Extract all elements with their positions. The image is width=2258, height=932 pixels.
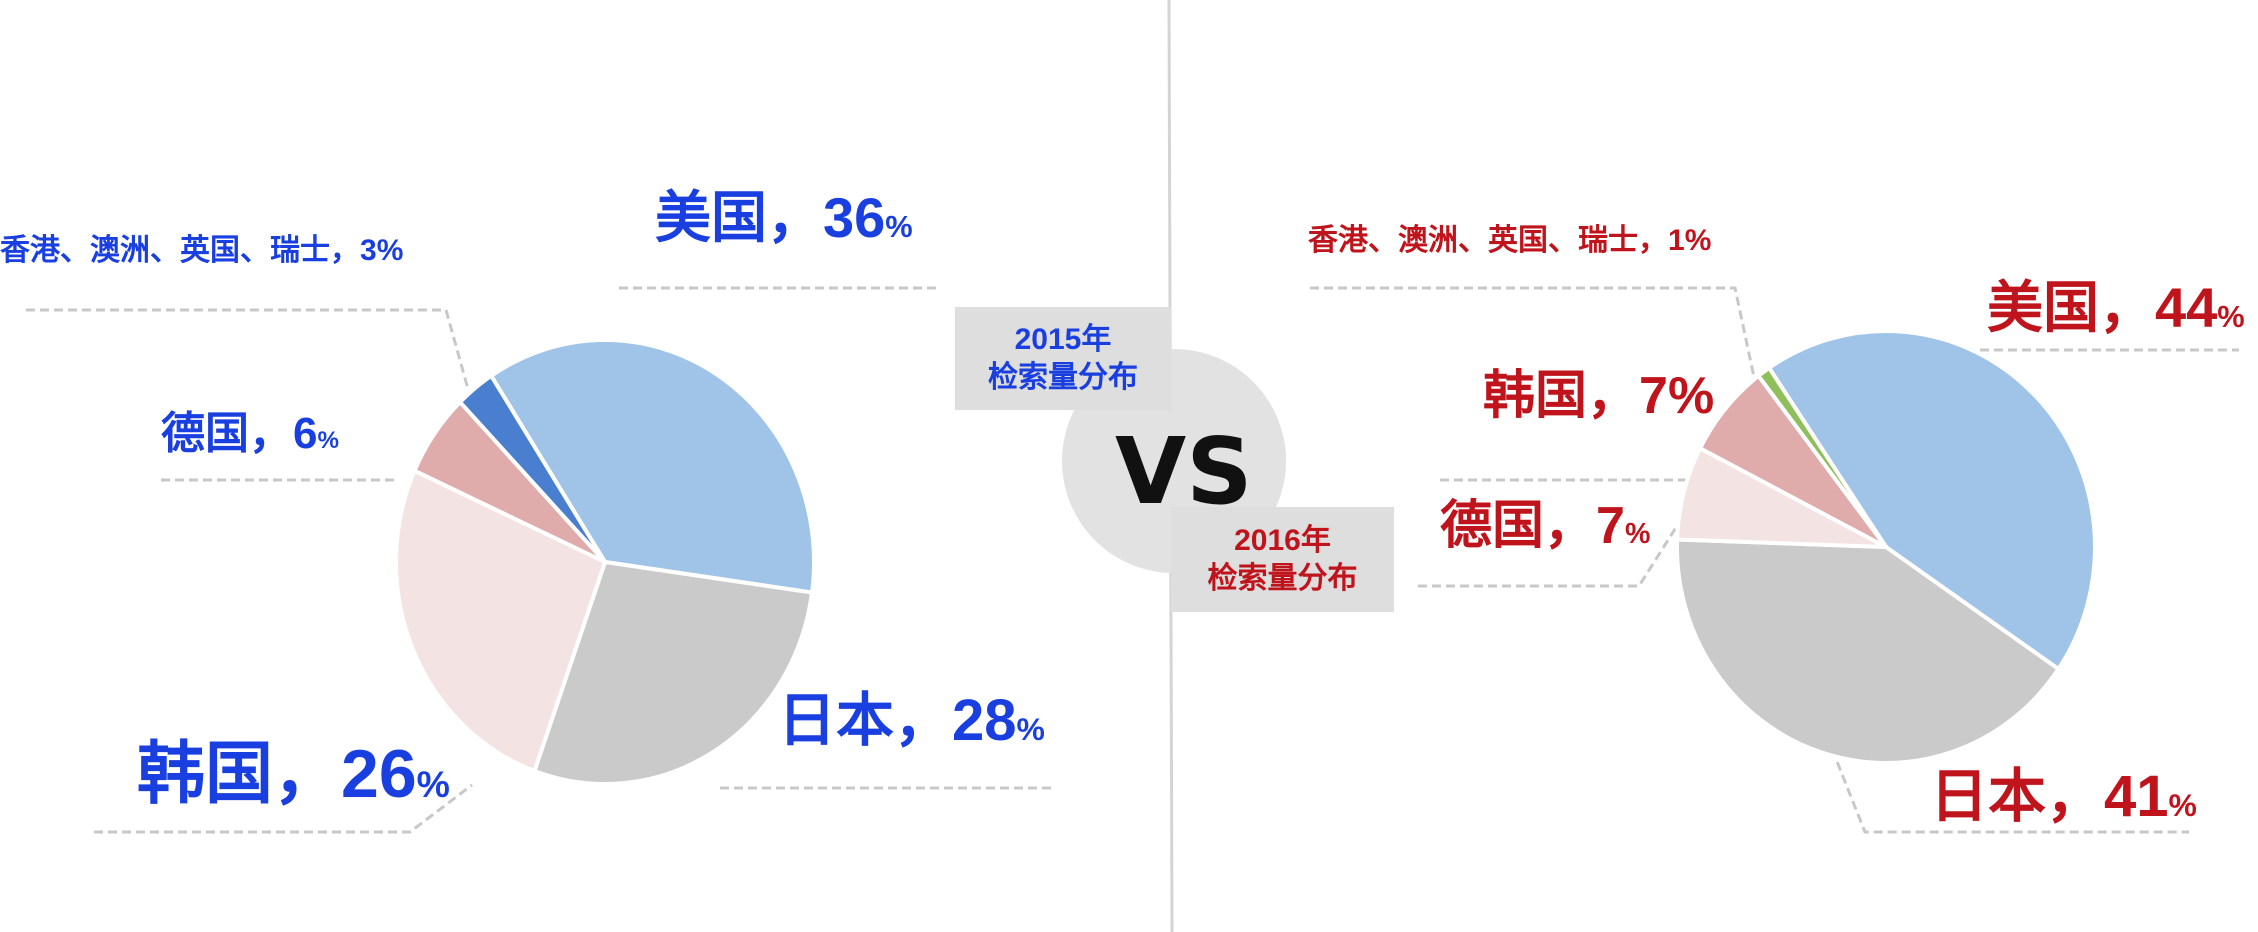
data-label-japan-2016: 日本，41% [1930, 764, 2197, 829]
pie-slice-2015-1 [531, 559, 815, 786]
pie-2015 [394, 338, 816, 786]
data-label-others-2016: 香港、澳洲、英国、瑞士，1% [1308, 224, 1712, 257]
data-label-others-2015: 香港、澳洲、英国、瑞士，3% [0, 234, 404, 267]
box-year-2016: 2016年 [1234, 524, 1331, 557]
pie-slice-2015-2 [394, 468, 608, 774]
leader-line-korea-2015 [94, 783, 473, 834]
data-label-japan-2015: 日本，28% [778, 688, 1045, 753]
leader-line-others-2015 [26, 308, 470, 390]
label-box-2015: 2015年 检索量分布 [955, 307, 1171, 410]
box-title-2016: 检索量分布 [1207, 561, 1358, 595]
data-label-korea-2015: 韩国，26% [137, 736, 450, 812]
pie-slice-2016-1 [1675, 537, 2062, 765]
leader-line-japan-2016 [1830, 748, 2189, 834]
pie-slice-2015-0 [488, 338, 816, 595]
leader-lines [26, 286, 2239, 834]
leader-line-germany-2016 [1418, 517, 1684, 588]
pie-2016 [1675, 329, 2097, 765]
pie-slice-2016-4 [1755, 365, 1888, 549]
pie-slice-2016-0 [1766, 329, 2097, 672]
box-year-2015: 2015年 [1014, 323, 1112, 356]
data-label-korea-2016: 韩国，7% [1483, 367, 1715, 425]
box-title-2015: 检索量分布 [988, 360, 1138, 394]
data-label-germany-2015: 德国，6% [161, 409, 339, 458]
data-label-usa-2015: 美国，36% [655, 186, 913, 249]
leader-line-others-2016 [1310, 286, 1756, 378]
data-label-germany-2016: 德国，7% [1440, 497, 1651, 555]
vs-text: VS [1115, 418, 1253, 525]
label-box-2016: 2016年 检索量分布 [1171, 507, 1394, 612]
pie-slice-2015-4 [457, 372, 607, 564]
data-label-usa-2016: 美国，44% [1987, 276, 2245, 339]
